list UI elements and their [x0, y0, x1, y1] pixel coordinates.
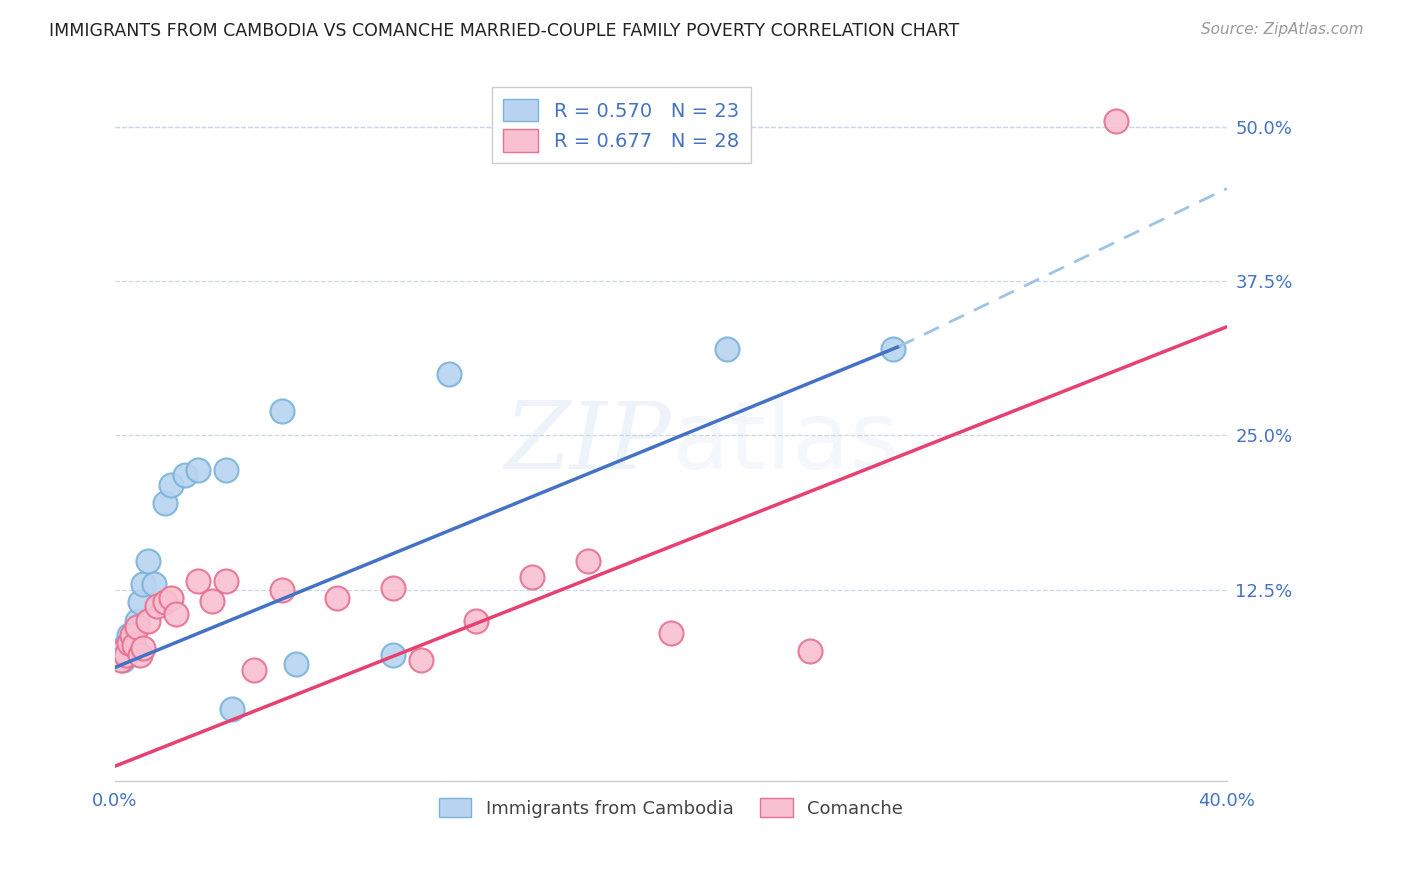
- Point: [382, 582, 405, 596]
- Point: [165, 607, 187, 622]
- Point: [284, 657, 307, 671]
- Point: [110, 644, 132, 658]
- Point: [1105, 113, 1128, 128]
- Point: [270, 582, 292, 597]
- Point: [115, 638, 138, 652]
- Point: [409, 653, 432, 667]
- Point: [382, 648, 405, 662]
- Point: [115, 648, 138, 662]
- Point: [127, 620, 149, 634]
- Point: [221, 702, 243, 716]
- Point: [201, 594, 224, 608]
- Text: IMMIGRANTS FROM CAMBODIA VS COMANCHE MARRIED-COUPLE FAMILY POVERTY CORRELATION C: IMMIGRANTS FROM CAMBODIA VS COMANCHE MAR…: [49, 22, 959, 40]
- Point: [799, 644, 821, 658]
- Point: [118, 636, 141, 650]
- Point: [243, 663, 266, 677]
- Point: [187, 574, 209, 588]
- Point: [129, 595, 152, 609]
- Point: [187, 463, 209, 477]
- Point: [215, 463, 238, 477]
- Point: [465, 614, 488, 628]
- Point: [127, 614, 149, 628]
- Text: Source: ZipAtlas.com: Source: ZipAtlas.com: [1201, 22, 1364, 37]
- Point: [112, 653, 135, 667]
- Point: [142, 576, 165, 591]
- Point: [121, 636, 143, 650]
- Point: [145, 599, 167, 613]
- Y-axis label: Married-Couple Family Poverty: Married-Couple Family Poverty: [0, 312, 7, 546]
- Point: [121, 628, 143, 642]
- Point: [110, 653, 132, 667]
- Point: [129, 648, 152, 662]
- Point: [576, 554, 599, 568]
- Point: [159, 591, 181, 606]
- Point: [659, 626, 682, 640]
- Text: ZIP: ZIP: [505, 399, 671, 488]
- Point: [118, 628, 141, 642]
- Point: [132, 576, 155, 591]
- Point: [882, 342, 904, 356]
- Point: [326, 591, 349, 606]
- Point: [520, 570, 543, 584]
- Legend: Immigrants from Cambodia, Comanche: Immigrants from Cambodia, Comanche: [432, 791, 911, 825]
- Point: [153, 496, 176, 510]
- Text: atlas: atlas: [671, 397, 900, 490]
- Point: [138, 614, 160, 628]
- Point: [215, 574, 238, 588]
- Point: [124, 640, 146, 655]
- Point: [153, 595, 176, 609]
- Point: [173, 467, 195, 482]
- Point: [437, 367, 460, 381]
- Point: [159, 477, 181, 491]
- Point: [124, 638, 146, 652]
- Point: [716, 342, 738, 356]
- Point: [138, 554, 160, 568]
- Point: [132, 640, 155, 655]
- Point: [112, 644, 135, 658]
- Point: [270, 403, 292, 417]
